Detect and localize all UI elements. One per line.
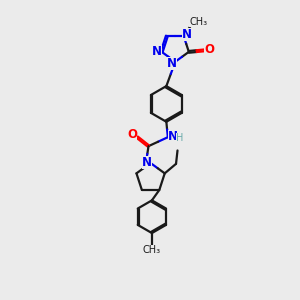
Text: N: N	[182, 28, 192, 41]
Text: N: N	[168, 130, 178, 142]
Text: CH₃: CH₃	[189, 16, 208, 27]
Text: H: H	[176, 134, 183, 143]
Text: O: O	[128, 128, 137, 141]
Text: N: N	[167, 57, 177, 70]
Text: O: O	[204, 43, 214, 56]
Text: N: N	[152, 45, 162, 58]
Text: N: N	[142, 156, 152, 169]
Text: CH₃: CH₃	[142, 245, 160, 255]
